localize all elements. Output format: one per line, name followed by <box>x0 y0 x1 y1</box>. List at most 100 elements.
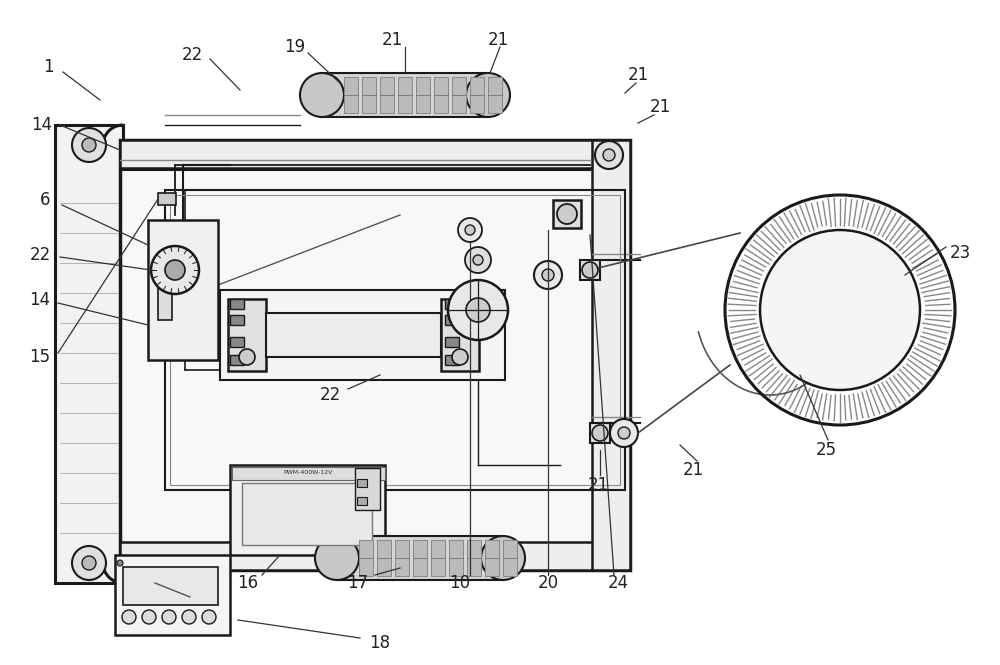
Bar <box>120 140 630 570</box>
Bar <box>445 355 459 365</box>
Bar <box>170 195 620 485</box>
Circle shape <box>618 427 630 439</box>
Bar <box>115 555 230 635</box>
Circle shape <box>760 230 920 390</box>
Circle shape <box>300 73 344 117</box>
Circle shape <box>458 218 482 242</box>
Text: 22: 22 <box>29 246 51 264</box>
Bar <box>445 337 459 347</box>
Bar <box>230 465 385 555</box>
Bar <box>592 140 630 570</box>
Circle shape <box>182 610 196 624</box>
Circle shape <box>82 138 96 152</box>
Text: 21: 21 <box>487 31 509 49</box>
Bar <box>230 337 244 347</box>
Text: 14: 14 <box>31 116 53 134</box>
Circle shape <box>122 610 136 624</box>
Text: 22: 22 <box>181 46 203 64</box>
Bar <box>55 125 123 583</box>
Bar <box>232 467 385 480</box>
Circle shape <box>473 255 483 265</box>
Text: 15: 15 <box>29 348 51 366</box>
Circle shape <box>595 141 623 169</box>
Bar <box>488 77 502 113</box>
Text: 21: 21 <box>627 66 649 84</box>
Text: 21: 21 <box>649 98 671 116</box>
Bar <box>452 77 466 113</box>
Circle shape <box>592 425 608 441</box>
Bar <box>416 77 430 113</box>
Bar <box>230 299 244 309</box>
Text: PWM-400W-12V: PWM-400W-12V <box>283 471 333 475</box>
Bar <box>355 468 380 510</box>
Text: 22: 22 <box>319 386 341 404</box>
Bar <box>380 77 394 113</box>
Bar <box>123 567 218 605</box>
Text: 16: 16 <box>237 574 259 592</box>
Circle shape <box>466 298 490 322</box>
Bar <box>377 540 391 576</box>
Circle shape <box>448 280 508 340</box>
Bar <box>431 540 445 576</box>
Bar <box>398 77 412 113</box>
Bar <box>220 290 505 380</box>
Text: 17: 17 <box>347 574 369 592</box>
Bar <box>590 423 610 443</box>
Text: 23: 23 <box>949 244 971 262</box>
Text: 24: 24 <box>607 574 629 592</box>
Bar <box>467 540 481 576</box>
Bar <box>158 280 172 320</box>
Bar <box>434 77 448 113</box>
Bar <box>362 77 376 113</box>
Bar <box>148 220 218 360</box>
Circle shape <box>151 246 199 294</box>
Circle shape <box>165 260 185 280</box>
Circle shape <box>315 536 359 580</box>
Bar <box>580 260 600 280</box>
Circle shape <box>603 149 615 161</box>
Circle shape <box>466 73 510 117</box>
Circle shape <box>239 349 255 365</box>
Text: 21: 21 <box>381 31 403 49</box>
Circle shape <box>557 204 577 224</box>
Text: 19: 19 <box>284 38 306 56</box>
Circle shape <box>142 610 156 624</box>
Circle shape <box>82 556 96 570</box>
Bar <box>322 73 488 117</box>
Text: 21: 21 <box>682 461 704 479</box>
Circle shape <box>72 546 106 580</box>
Circle shape <box>465 247 491 273</box>
Circle shape <box>452 305 468 321</box>
Bar <box>445 315 459 325</box>
Bar <box>357 497 367 505</box>
Bar <box>449 540 463 576</box>
Bar <box>395 540 409 576</box>
Bar <box>441 299 479 371</box>
Circle shape <box>610 419 638 447</box>
Bar <box>503 540 517 576</box>
Bar <box>344 77 358 113</box>
Circle shape <box>534 261 562 289</box>
Circle shape <box>452 349 468 365</box>
Bar <box>337 536 503 580</box>
Text: 6: 6 <box>40 191 50 209</box>
Text: 21: 21 <box>587 476 609 494</box>
Text: 14: 14 <box>29 291 51 309</box>
Circle shape <box>202 610 216 624</box>
Bar <box>266 313 441 357</box>
Text: 10: 10 <box>449 574 471 592</box>
Bar <box>470 77 484 113</box>
Text: 1: 1 <box>43 58 53 76</box>
Bar <box>158 193 176 205</box>
Bar <box>120 140 630 168</box>
Circle shape <box>542 269 554 281</box>
Circle shape <box>582 262 598 278</box>
Bar <box>228 299 266 371</box>
Bar <box>230 315 244 325</box>
Text: 18: 18 <box>369 634 391 652</box>
Bar <box>120 542 630 570</box>
Circle shape <box>465 225 475 235</box>
Circle shape <box>481 536 525 580</box>
Bar <box>445 299 459 309</box>
Bar <box>359 540 373 576</box>
